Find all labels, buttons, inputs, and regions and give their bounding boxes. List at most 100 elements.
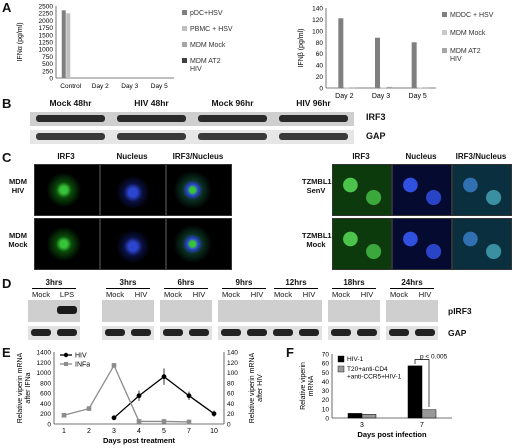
blot-lane-label: Mock <box>390 290 408 299</box>
x-tick-label: 10 <box>210 428 218 435</box>
data-point <box>161 419 167 424</box>
micro-image <box>452 218 512 270</box>
y-tick-label-right: 0 <box>227 422 231 429</box>
legend-label: MDM AT2 HIV <box>450 48 481 63</box>
blot-lane-label: Mock 48hr <box>49 98 92 108</box>
x-tick-label: 3 <box>112 428 116 435</box>
bar <box>347 413 363 419</box>
y-axis-label: IFNβ (pg/ml) <box>298 28 305 67</box>
y-tick-label: 20 <box>322 397 330 404</box>
legend-swatch <box>182 42 187 47</box>
x-tick-label: Day 3 <box>372 93 390 100</box>
blot-time-label: 3hrs <box>119 278 137 287</box>
y-tick-label-left: 1000 <box>37 370 52 377</box>
data-point <box>86 406 92 411</box>
micro-image <box>100 164 166 216</box>
y-axis-label: Relative viperinmRNA <box>300 362 315 410</box>
legend-label: T20+anti-CD4 +anti-CCR5+HIV-1 <box>347 366 402 381</box>
panel-label-a: A <box>2 0 12 15</box>
y-tick-label-left: 0 <box>47 422 51 429</box>
blot-gap-strip <box>30 130 354 144</box>
y-tick-label: 0 <box>325 416 329 423</box>
blot-group-line <box>332 288 376 289</box>
blot-band-gap <box>163 329 183 336</box>
y-tick-label-right: 60 <box>227 391 235 398</box>
x-tick-label: 3 <box>360 422 364 429</box>
y-axis-label-left: Relative viperin mRNAafter IFNa <box>17 352 32 423</box>
blot-band-gap <box>105 329 125 336</box>
data-point <box>111 363 117 368</box>
y-tick-label: 250 <box>42 68 53 75</box>
y-tick-label-left: 200 <box>40 411 51 418</box>
y-tick-label: 2250 <box>39 11 54 18</box>
micro-image <box>452 164 512 216</box>
blot-lane-label: Mock <box>164 290 182 299</box>
micro-image <box>34 164 100 216</box>
panel-label-d: D <box>2 276 12 291</box>
blot-band-gap <box>131 329 151 336</box>
blot-band-irf3 <box>36 115 105 122</box>
blot-band-gap <box>36 133 105 140</box>
blot-lane-label: HIV <box>418 290 432 299</box>
y-tick-label: 1000 <box>39 47 54 54</box>
micro-image <box>166 218 232 270</box>
blot-band-gap <box>221 329 241 336</box>
blot-lane-label: HIV 96hr <box>296 98 331 108</box>
micro-col-label: Nucleus <box>116 152 148 161</box>
y-tick-label: 1750 <box>39 25 54 32</box>
bar <box>407 365 423 419</box>
micro-image <box>332 218 392 270</box>
data-point <box>61 412 67 418</box>
legend-swatch <box>182 10 187 15</box>
legend-swatch <box>442 48 447 53</box>
y-tick-label: 40 <box>322 379 330 386</box>
blot-band-gap <box>389 329 409 336</box>
x-tick-label: 7 <box>420 422 424 429</box>
blot-time-label: 12hrs <box>285 278 307 287</box>
blot-lane-label: HIV <box>360 290 374 299</box>
blot-strip-pirf3 <box>270 300 322 322</box>
x-tick-label: Day 2 <box>335 93 353 100</box>
micro-col-label: Nucleus <box>405 152 437 161</box>
blot-band-gap <box>357 329 377 336</box>
micro-col-label: IRF3 <box>352 152 370 161</box>
micro-row-label: TZMBL1 Mock <box>302 231 332 249</box>
x-tick-label: Day 5 <box>409 93 427 100</box>
legend-marker <box>63 352 69 358</box>
legend-label: MDDC + HSV <box>450 12 494 19</box>
y-tick-label: 80 <box>316 40 324 47</box>
blot-lane-label: HIV <box>250 290 264 299</box>
y-tick-label: 50 <box>322 370 330 377</box>
legend-swatch <box>182 58 187 63</box>
micro-image <box>34 218 100 270</box>
micro-image <box>392 218 452 270</box>
y-tick-label: 20 <box>316 74 324 81</box>
blot-band-gap <box>57 329 77 336</box>
legend-label: MDM AT2 HIV <box>190 58 221 73</box>
blot-lane-label: Mock 96hr <box>211 98 254 108</box>
y-tick-label: 1500 <box>39 32 54 39</box>
micro-col-label: IRF3/Nucleus <box>172 152 224 161</box>
bar <box>411 42 417 88</box>
blot-time-label: 18hrs <box>343 278 365 287</box>
micro-image <box>166 164 232 216</box>
bar <box>381 87 386 89</box>
micro-image <box>332 164 392 216</box>
blot-lane-label: HIV 48hr <box>134 98 169 108</box>
blot-band-gap <box>247 329 267 336</box>
blot-group-line <box>222 288 266 289</box>
y-tick-label-right: 40 <box>227 401 235 408</box>
blot-band-gap <box>189 329 209 336</box>
blot-strip-pirf3 <box>328 300 380 322</box>
y-tick-label: 40 <box>316 63 324 70</box>
blot-band-pirf3-lps <box>57 306 77 314</box>
x-tick-label: 1 <box>62 428 66 435</box>
y-tick-label: 1250 <box>39 40 54 47</box>
panel-c-microscopy: IRF3 Nucleus IRF3/Nucleus MDM HIV MDM Mock IR… <box>0 150 520 276</box>
panel-b-blot: Mock 48hr HIV 48hr Mock 96hr HIV 96hr IRF3 … <box>30 98 410 146</box>
blot-irf3-strip <box>30 112 354 126</box>
y-tick-label-right: 140 <box>227 350 238 357</box>
chart-f-viperin-inhibitors: Relative viperinmRNA 0 10 20 30 40 50 60 70 3 7Day… <box>300 352 452 439</box>
x-tick-label: Control <box>60 83 82 90</box>
blot-band-gap <box>198 133 267 140</box>
